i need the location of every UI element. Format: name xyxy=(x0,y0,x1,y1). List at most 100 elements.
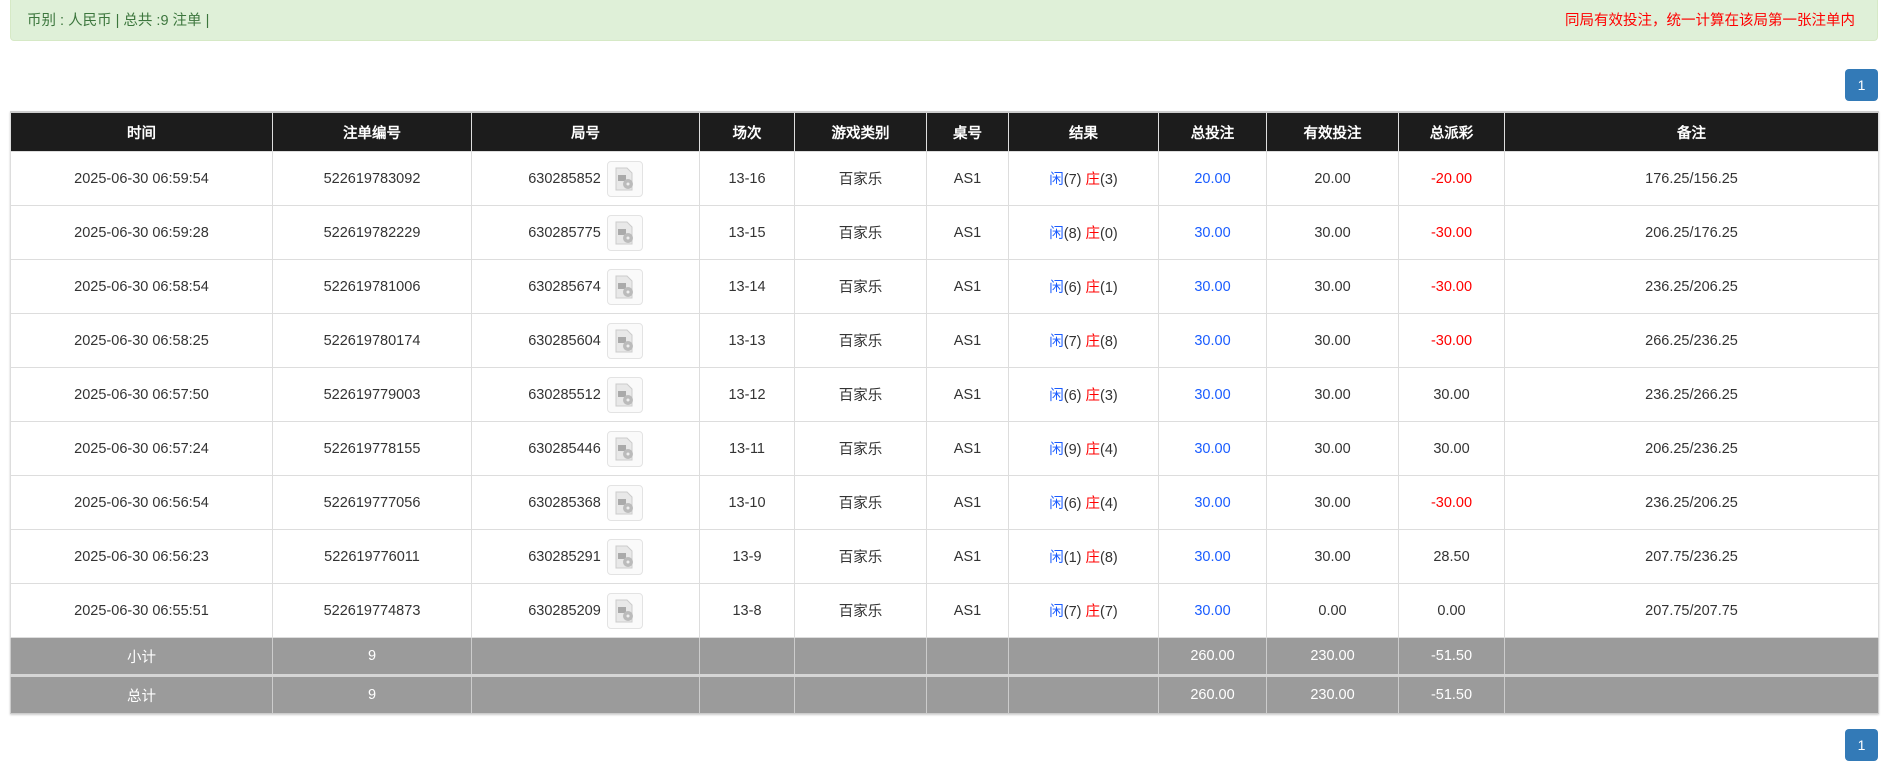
total-bet-cell: 30.00 xyxy=(1158,583,1267,638)
note-cell: 206.25/176.25 xyxy=(1504,205,1879,260)
payout-cell: -30.00 xyxy=(1398,313,1505,368)
bet-id-cell: 522619780174 xyxy=(272,313,472,368)
column-header: 备注 xyxy=(1504,111,1879,152)
note-cell: 236.25/266.25 xyxy=(1504,367,1879,422)
player-label: 闲 xyxy=(1049,172,1064,188)
table-row: 2025-06-30 06:58:54 522619781006 6302856… xyxy=(10,259,1879,314)
table-header: 时间 注单编号 局号 场次 游戏类别 桌号 结果 总投注 有效投注 总派彩 备注 xyxy=(10,111,1879,152)
banker-score: (3) xyxy=(1100,172,1118,188)
bet-id-cell: 522619776011 xyxy=(272,529,472,584)
time-cell: 2025-06-30 06:58:25 xyxy=(10,313,273,368)
game-cell: 百家乐 xyxy=(794,529,927,584)
payout-cell: 30.00 xyxy=(1398,421,1505,476)
column-header: 时间 xyxy=(10,111,273,152)
note-cell: 236.25/206.25 xyxy=(1504,475,1879,530)
video-replay-icon[interactable] xyxy=(606,268,643,305)
game-cell: 百家乐 xyxy=(794,421,927,476)
column-header: 桌号 xyxy=(926,111,1009,152)
table-cell: AS1 xyxy=(926,259,1009,314)
total-bet-cell: 30.00 xyxy=(1158,529,1267,584)
subtotal-row: 小计 9 260.00 230.00 -51.50 xyxy=(10,637,1879,676)
table-row: 2025-06-30 06:56:54 522619777056 6302853… xyxy=(10,475,1879,530)
pagination-page-top[interactable]: 1 xyxy=(1845,69,1878,101)
video-replay-icon[interactable] xyxy=(606,376,643,413)
video-replay-icon[interactable] xyxy=(606,322,643,359)
player-label: 闲 xyxy=(1049,550,1064,566)
bet-id-cell: 522619777056 xyxy=(272,475,472,530)
valid-bet-cell: 30.00 xyxy=(1266,421,1399,476)
total-bet-cell: 30.00 xyxy=(1158,367,1267,422)
total-bet-cell: 30.00 xyxy=(1158,313,1267,368)
video-replay-icon[interactable] xyxy=(606,160,643,197)
table-cell: AS1 xyxy=(926,421,1009,476)
column-header: 有效投注 xyxy=(1266,111,1399,152)
banker-label: 庄 xyxy=(1085,442,1101,458)
banker-label: 庄 xyxy=(1085,550,1101,566)
table-row: 2025-06-30 06:57:50 522619779003 6302855… xyxy=(10,367,1879,422)
player-score: (6) xyxy=(1063,496,1082,512)
round-number: 630285446 xyxy=(528,440,601,457)
payout-cell: 0.00 xyxy=(1398,583,1505,638)
summary-label: 小计 xyxy=(10,637,273,676)
session-cell: 13-9 xyxy=(699,529,795,584)
valid-bet-cell: 30.00 xyxy=(1266,259,1399,314)
notice-text: 同局有效投注，统一计算在该局第一张注单内 xyxy=(1565,13,1855,29)
total-bet-cell: 30.00 xyxy=(1158,259,1267,314)
valid-bet-cell: 30.00 xyxy=(1266,367,1399,422)
total-bet-cell: 30.00 xyxy=(1158,475,1267,530)
result-cell: 闲(1) 庄(8) xyxy=(1008,529,1159,584)
bet-id-cell: 522619781006 xyxy=(272,259,472,314)
column-header: 总派彩 xyxy=(1398,111,1505,152)
table-row: 2025-06-30 06:56:23 522619776011 6302852… xyxy=(10,529,1879,584)
banker-score: (0) xyxy=(1100,226,1118,242)
payout-cell: 28.50 xyxy=(1398,529,1505,584)
player-label: 闲 xyxy=(1049,442,1064,458)
column-header: 场次 xyxy=(699,111,795,152)
video-replay-icon[interactable] xyxy=(606,484,643,521)
total-bet-cell: 20.00 xyxy=(1158,151,1267,206)
banker-score: (8) xyxy=(1100,550,1118,566)
summary-valid-bet: 230.00 xyxy=(1266,674,1399,714)
bet-id-cell: 522619782229 xyxy=(272,205,472,260)
game-cell: 百家乐 xyxy=(794,259,927,314)
table-cell: AS1 xyxy=(926,529,1009,584)
note-cell: 266.25/236.25 xyxy=(1504,313,1879,368)
column-header: 注单编号 xyxy=(272,111,472,152)
pagination-page-bottom[interactable]: 1 xyxy=(1845,729,1878,761)
round-cell: 630285604 xyxy=(471,313,700,368)
currency-summary: 币别 : 人民币 | 总共 :9 注单 | xyxy=(27,13,210,29)
summary-total-bet: 260.00 xyxy=(1158,674,1267,714)
video-replay-icon[interactable] xyxy=(606,538,643,575)
time-cell: 2025-06-30 06:59:28 xyxy=(10,205,273,260)
video-replay-icon[interactable] xyxy=(606,592,643,629)
game-cell: 百家乐 xyxy=(794,475,927,530)
column-header: 局号 xyxy=(471,111,700,152)
bet-id-cell: 522619778155 xyxy=(272,421,472,476)
note-cell: 207.75/236.25 xyxy=(1504,529,1879,584)
round-number: 630285775 xyxy=(528,224,601,241)
table-row: 2025-06-30 06:59:54 522619783092 6302858… xyxy=(10,151,1879,206)
valid-bet-cell: 30.00 xyxy=(1266,205,1399,260)
player-label: 闲 xyxy=(1049,604,1064,620)
payout-cell: 30.00 xyxy=(1398,367,1505,422)
summary-payout: -51.50 xyxy=(1398,674,1505,714)
time-cell: 2025-06-30 06:55:51 xyxy=(10,583,273,638)
time-cell: 2025-06-30 06:57:50 xyxy=(10,367,273,422)
game-cell: 百家乐 xyxy=(794,151,927,206)
table-cell: AS1 xyxy=(926,367,1009,422)
session-cell: 13-11 xyxy=(699,421,795,476)
table-cell: AS1 xyxy=(926,583,1009,638)
video-replay-icon[interactable] xyxy=(606,430,643,467)
grandtotal-row: 总计 9 260.00 230.00 -51.50 xyxy=(10,674,1879,714)
bet-id-cell: 522619779003 xyxy=(272,367,472,422)
round-number: 630285209 xyxy=(528,602,601,619)
round-cell: 630285674 xyxy=(471,259,700,314)
session-cell: 13-15 xyxy=(699,205,795,260)
round-cell: 630285775 xyxy=(471,205,700,260)
note-cell: 206.25/236.25 xyxy=(1504,421,1879,476)
note-cell: 207.75/207.75 xyxy=(1504,583,1879,638)
session-cell: 13-12 xyxy=(699,367,795,422)
round-cell: 630285368 xyxy=(471,475,700,530)
video-replay-icon[interactable] xyxy=(606,214,643,251)
result-cell: 闲(7) 庄(3) xyxy=(1008,151,1159,206)
